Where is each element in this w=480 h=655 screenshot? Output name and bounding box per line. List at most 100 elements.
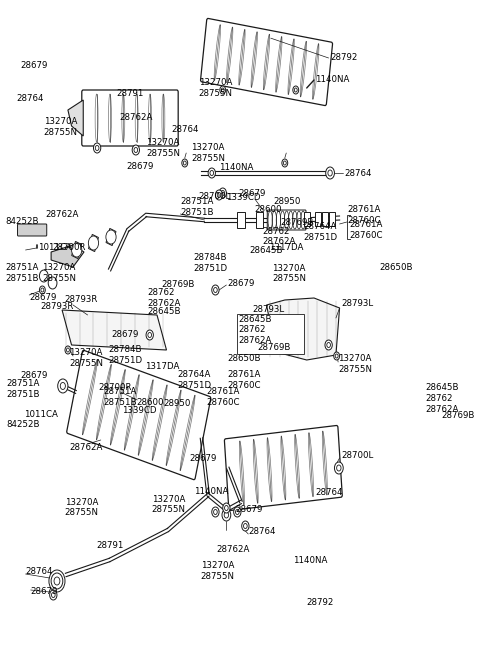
FancyBboxPatch shape (267, 210, 306, 230)
Circle shape (282, 159, 288, 167)
Text: 28791: 28791 (97, 541, 124, 550)
Bar (237, 212, 245, 228)
Text: 28762
28762A: 28762 28762A (147, 288, 180, 308)
Text: 13270A
28755N: 13270A 28755N (70, 348, 103, 367)
Text: 28792: 28792 (330, 54, 358, 62)
Text: 28793L: 28793L (342, 299, 374, 307)
Circle shape (223, 503, 230, 513)
Circle shape (217, 193, 221, 198)
Text: 28679: 28679 (228, 278, 255, 288)
Text: 13270A
28755N: 13270A 28755N (198, 79, 232, 98)
Circle shape (427, 400, 434, 410)
Text: 28700L: 28700L (198, 192, 230, 201)
Text: 28764: 28764 (315, 488, 343, 497)
Text: 28764A
28751D: 28764A 28751D (177, 370, 211, 390)
Text: 28761A
28760C: 28761A 28760C (349, 220, 383, 240)
Bar (72, 242, 82, 259)
Circle shape (51, 573, 63, 589)
FancyBboxPatch shape (18, 224, 47, 236)
Text: 28762A: 28762A (46, 210, 79, 219)
Text: 1339CD: 1339CD (227, 193, 261, 202)
Circle shape (221, 191, 225, 195)
Circle shape (242, 521, 249, 531)
Text: 28679: 28679 (235, 506, 263, 514)
Text: 28762A: 28762A (70, 443, 103, 451)
Text: 28679: 28679 (111, 329, 139, 339)
FancyBboxPatch shape (237, 314, 304, 354)
Circle shape (106, 230, 116, 244)
Circle shape (58, 379, 68, 393)
Circle shape (182, 159, 188, 167)
Circle shape (245, 335, 252, 345)
Text: 28761A
28760C: 28761A 28760C (207, 387, 240, 407)
Text: 28700L: 28700L (342, 451, 374, 460)
FancyBboxPatch shape (82, 90, 178, 146)
Circle shape (72, 243, 82, 257)
Circle shape (243, 523, 247, 529)
Text: 1339CD: 1339CD (122, 406, 156, 415)
Text: 1317DA: 1317DA (145, 362, 180, 371)
Text: 28761A
28760C: 28761A 28760C (227, 370, 261, 390)
Text: 28769B: 28769B (280, 218, 314, 227)
Polygon shape (68, 100, 83, 136)
Text: 28700R: 28700R (53, 243, 86, 252)
Text: 28645B: 28645B (250, 246, 283, 255)
Circle shape (41, 288, 44, 292)
Text: 28679: 28679 (29, 293, 57, 303)
Text: 28762
28762A: 28762 28762A (425, 394, 458, 414)
FancyBboxPatch shape (201, 18, 333, 105)
Text: 13270A
28755N: 13270A 28755N (200, 561, 234, 581)
Text: 28762
28762A: 28762 28762A (262, 227, 296, 246)
Text: 1140NA: 1140NA (315, 75, 350, 84)
Text: 28679: 28679 (239, 189, 266, 198)
Polygon shape (62, 310, 167, 350)
FancyBboxPatch shape (266, 339, 280, 351)
Text: 28791: 28791 (116, 88, 144, 98)
Text: 13270A
28755N: 13270A 28755N (65, 498, 99, 517)
Text: 1011CA: 1011CA (38, 244, 72, 252)
Circle shape (294, 88, 297, 92)
Text: 28679: 28679 (127, 162, 154, 171)
Text: 28793L: 28793L (252, 305, 285, 314)
FancyBboxPatch shape (423, 381, 480, 415)
Text: 28600: 28600 (137, 398, 164, 407)
Circle shape (242, 331, 255, 349)
Circle shape (212, 285, 219, 295)
Circle shape (224, 512, 228, 518)
Bar (106, 229, 116, 246)
Text: 28784B
28751D: 28784B 28751D (193, 253, 228, 272)
Text: 28792: 28792 (307, 598, 334, 607)
Text: 28679: 28679 (31, 588, 58, 597)
Bar (322, 212, 328, 226)
Circle shape (214, 288, 217, 293)
Circle shape (132, 145, 140, 155)
Circle shape (49, 590, 57, 600)
Circle shape (221, 88, 224, 92)
Text: 28764: 28764 (345, 168, 372, 178)
Text: 13270A
28755N: 13270A 28755N (272, 264, 306, 284)
Circle shape (96, 145, 99, 151)
Text: 28645B: 28645B (425, 383, 458, 392)
Bar (255, 212, 263, 228)
Text: 28650B: 28650B (228, 354, 261, 364)
Text: 13270A
28755N: 13270A 28755N (191, 143, 225, 162)
Text: 28700R: 28700R (98, 383, 132, 392)
Circle shape (216, 190, 223, 200)
Text: 28645B: 28645B (147, 307, 181, 316)
Text: 28793R: 28793R (40, 302, 74, 311)
Text: 28650B: 28650B (380, 263, 413, 272)
Circle shape (327, 343, 330, 348)
Circle shape (325, 340, 332, 350)
Circle shape (48, 277, 57, 289)
Circle shape (210, 170, 214, 176)
Circle shape (212, 507, 219, 517)
Text: 28950: 28950 (163, 399, 191, 408)
Text: 28769B: 28769B (441, 411, 474, 419)
Text: 28764: 28764 (171, 125, 199, 134)
Circle shape (335, 462, 343, 474)
Circle shape (214, 510, 217, 514)
Text: 84252B: 84252B (6, 420, 39, 429)
Text: 28679: 28679 (20, 371, 48, 380)
Circle shape (236, 510, 239, 514)
Text: 1011CA: 1011CA (24, 410, 58, 419)
